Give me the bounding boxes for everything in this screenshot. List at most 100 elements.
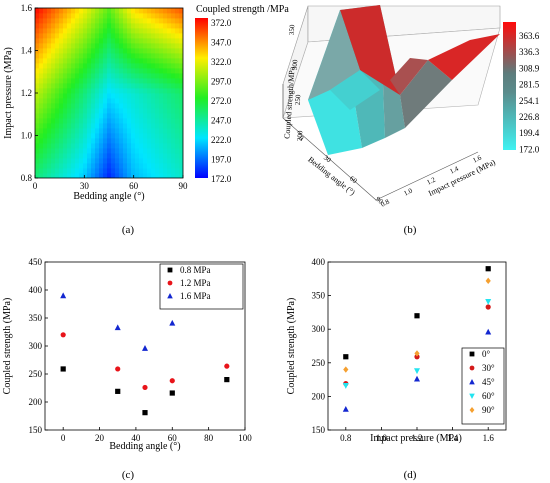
- legend-label: 30°: [482, 363, 495, 373]
- heatmap-cell: [147, 148, 152, 154]
- heatmap-cell: [155, 148, 160, 154]
- heatmap-cell: [71, 58, 76, 64]
- heatmap-cell: [171, 93, 176, 99]
- heatmap-cell: [111, 168, 116, 174]
- y-tick-label: 300: [312, 324, 326, 334]
- heatmap-cell: [79, 53, 84, 59]
- heatmap-cell: [139, 138, 144, 144]
- heatmap-cell: [175, 133, 180, 139]
- heatmap-cell: [91, 53, 96, 59]
- heatmap-cell: [167, 173, 172, 178]
- heatmap-cell: [91, 73, 96, 79]
- heatmap-cell: [123, 98, 128, 104]
- heatmap-cell: [43, 138, 48, 144]
- heatmap-cell: [159, 73, 164, 79]
- heatmap-cell: [91, 78, 96, 84]
- heatmap-cell: [75, 63, 80, 69]
- heatmap-cell: [159, 153, 164, 159]
- heatmap-cell: [87, 123, 92, 129]
- heatmap-cell: [91, 103, 96, 109]
- data-point: [414, 313, 420, 319]
- heatmap-cell: [107, 48, 112, 54]
- heatmap-cell: [83, 88, 88, 94]
- heatmap-cell: [151, 8, 156, 14]
- heatmap-cell: [163, 58, 168, 64]
- heatmap-cell: [95, 118, 100, 124]
- heatmap-cell: [131, 28, 136, 34]
- heatmap-cell: [163, 98, 168, 104]
- heatmap-x-tick-label: 60: [129, 181, 139, 191]
- heatmap-cell: [55, 173, 60, 178]
- heatmap-cell: [159, 58, 164, 64]
- heatmap-cell: [171, 163, 176, 169]
- heatmap-cell: [63, 78, 68, 84]
- heatmap-cell: [143, 143, 148, 149]
- heatmap-cell: [71, 68, 76, 74]
- heatmap-cell: [175, 53, 180, 59]
- scatter-c-points: [60, 292, 230, 416]
- heatmap-cell: [67, 83, 72, 89]
- heatmap-cell: [123, 153, 128, 159]
- heatmap-cell: [75, 108, 80, 114]
- heatmap-cell: [83, 138, 88, 144]
- heatmap-cell: [99, 88, 104, 94]
- heatmap-cell: [147, 123, 152, 129]
- heatmap-cell: [91, 128, 96, 134]
- heatmap-cell: [63, 128, 68, 134]
- heatmap-cell: [103, 163, 108, 169]
- heatmap-cell: [159, 118, 164, 124]
- heatmap-cell: [43, 113, 48, 119]
- heatmap-cell: [71, 73, 76, 79]
- heatmap-cell: [83, 153, 88, 159]
- surface-z-tick-label: 300: [291, 59, 300, 71]
- heatmap-y-ticks: 0.8 1.0 1.2 1.4 1.6: [21, 3, 38, 183]
- data-point: [342, 405, 349, 412]
- heatmap-cell: [115, 18, 120, 24]
- heatmap-cell: [35, 63, 40, 69]
- heatmap-cell: [119, 133, 124, 139]
- heatmap-cell: [115, 118, 120, 124]
- heatmap-cell: [163, 143, 168, 149]
- heatmap-cell: [147, 43, 152, 49]
- heatmap-cell: [151, 98, 156, 104]
- heatmap-cell: [167, 153, 172, 159]
- heatmap-cell: [179, 28, 183, 34]
- heatmap-cell: [115, 133, 120, 139]
- heatmap-cell: [67, 173, 72, 178]
- heatmap-cell: [47, 173, 52, 178]
- heatmap-cell: [35, 153, 40, 159]
- heatmap-cell: [55, 13, 60, 19]
- heatmap-cell: [163, 43, 168, 49]
- heatmap-cell: [91, 113, 96, 119]
- heatmap-cell: [179, 8, 183, 14]
- heatmap-cell: [179, 158, 183, 164]
- heatmap-cell: [55, 48, 60, 54]
- heatmap-cell: [179, 108, 183, 114]
- surface-y-axis: [375, 151, 479, 201]
- heatmap-cell: [67, 13, 72, 19]
- heatmap-cell: [35, 113, 40, 119]
- heatmap-cell: [51, 133, 56, 139]
- heatmap-cell: [135, 173, 140, 178]
- surface-colorbar: [503, 22, 516, 150]
- heatmap-cell: [127, 83, 132, 89]
- heatmap-cell: [35, 43, 40, 49]
- heatmap-cell: [99, 58, 104, 64]
- heatmap-cell: [179, 168, 183, 174]
- heatmap-cell: [67, 138, 72, 144]
- heatmap-cell: [87, 138, 92, 144]
- heatmap-cell: [127, 88, 132, 94]
- heatmap-cell: [155, 33, 160, 39]
- heatmap-cell: [63, 18, 68, 24]
- heatmap-cell: [119, 18, 124, 24]
- heatmap-cell: [55, 163, 60, 169]
- heatmap-cell: [171, 98, 176, 104]
- heatmap-cell: [79, 138, 84, 144]
- heatmap-cell: [151, 108, 156, 114]
- heatmap-cell: [119, 88, 124, 94]
- heatmap-cell: [143, 43, 148, 49]
- heatmap-cell: [135, 73, 140, 79]
- heatmap-cell: [87, 18, 92, 24]
- heatmap-cell: [79, 18, 84, 24]
- heatmap-cell: [139, 148, 144, 154]
